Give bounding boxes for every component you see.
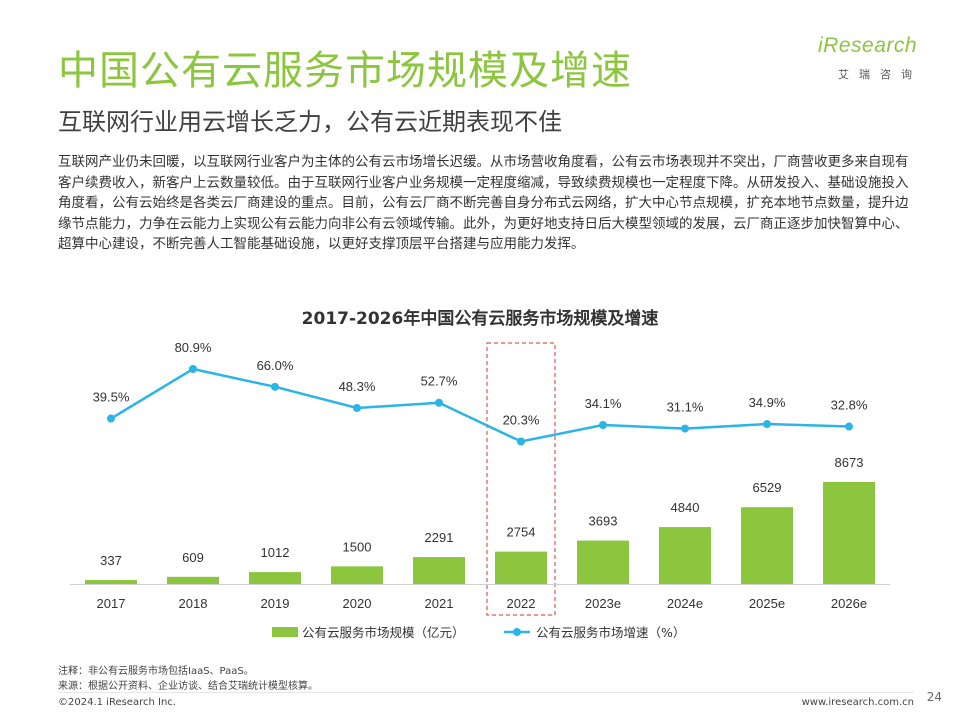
growth-label-2017: 39.5% [93, 390, 130, 405]
legend-line-marker [513, 628, 521, 636]
growth-label-2020: 48.3% [339, 379, 376, 394]
footnote-note: 注释：非公有云服务市场包括IaaS、PaaS。 [58, 666, 254, 677]
highlight-box-2022 [486, 342, 556, 616]
chart-title: 2017-2026年中国公有云服务市场规模及增速 [301, 309, 659, 329]
growth-point-2021 [435, 398, 443, 407]
legend-bar-swatch [272, 627, 298, 637]
x-tick-2019: 2019 [261, 596, 290, 611]
x-tick-2020: 2020 [343, 596, 372, 611]
bar-2019 [249, 572, 301, 584]
x-tick-2021: 2021 [425, 596, 454, 611]
footer-divider [58, 692, 914, 693]
bar-2020 [331, 566, 383, 584]
bar-2022 [495, 551, 547, 584]
legend-bar-label: 公有云服务市场规模（亿元） [302, 625, 465, 640]
body-paragraph: 互联网产业仍未回暖，以互联网行业客户为主体的公有云市场增长迟缓。从市场营收角度看… [58, 154, 909, 252]
copyright: ©2024.1 iResearch Inc. [58, 697, 176, 708]
growth-point-2017 [107, 414, 115, 423]
legend-line-label: 公有云服务市场增速（%） [536, 625, 685, 640]
growth-point-2025e [763, 420, 771, 429]
growth-point-2026e [845, 422, 853, 431]
bar-label-2018: 609 [182, 550, 204, 565]
growth-point-2022 [517, 437, 525, 446]
bar-label-2019: 1012 [261, 545, 290, 560]
bar-label-2023e: 3693 [589, 514, 618, 529]
growth-label-2019: 66.0% [257, 358, 294, 373]
bar-2018 [167, 576, 219, 584]
bar-label-2025e: 6529 [753, 480, 782, 495]
bar-label-2017: 337 [100, 553, 122, 568]
bar-label-2026e: 8673 [835, 455, 864, 470]
growth-label-2021: 52.7% [421, 374, 458, 389]
bar-2021 [413, 557, 465, 584]
x-tick-2025e: 2025e [749, 596, 785, 611]
bar-label-2024e: 4840 [671, 500, 700, 515]
growth-line [110, 367, 850, 443]
footnote-source: 来源：根据公开资料、企业访谈、结合艾瑞统计模型核算。 [58, 681, 318, 692]
page-number: 24 [926, 690, 942, 704]
growth-point-2020 [353, 404, 361, 413]
growth-label-2022: 20.3% [503, 413, 540, 428]
growth-point-2018 [189, 365, 197, 373]
x-tick-2022: 2022 [507, 596, 536, 611]
x-tick-2026e: 2026e [831, 596, 867, 611]
growth-label-2024e: 31.1% [667, 400, 704, 415]
growth-label-2023e: 34.1% [585, 396, 622, 411]
growth-point-2019 [271, 382, 279, 391]
x-tick-2018: 2018 [179, 596, 208, 611]
bar-2025e [741, 507, 793, 584]
growth-label-2025e: 34.9% [749, 395, 786, 410]
site-url: www.iresearch.com.cn [801, 697, 914, 708]
bar-2024e [659, 527, 711, 584]
iresearch-logo: iResearch 艾瑞咨询 [818, 34, 924, 84]
bar-label-2020: 1500 [343, 539, 372, 554]
growth-label-2018: 80.9% [175, 340, 212, 355]
growth-label-2026e: 32.8% [831, 398, 868, 413]
page-subtitle: 互联网行业用云增长乏力，公有云近期表现不佳 [58, 108, 562, 136]
bar-2026e [823, 482, 875, 584]
x-tick-2023e: 2023e [585, 596, 621, 611]
bar-label-2021: 2291 [425, 530, 454, 545]
x-tick-2024e: 2024e [667, 596, 703, 611]
growth-point-2024e [681, 424, 689, 433]
x-tick-2017: 2017 [97, 596, 126, 611]
bar-2023e [577, 540, 629, 584]
logo-cn: 艾瑞咨询 [838, 68, 922, 81]
bar-2017 [85, 580, 137, 584]
growth-point-2023e [599, 420, 607, 429]
bar-label-2022: 2754 [507, 525, 536, 540]
page-title: 中国公有云服务市场规模及增速 [58, 48, 632, 94]
logo-word: iResearch [818, 34, 918, 57]
